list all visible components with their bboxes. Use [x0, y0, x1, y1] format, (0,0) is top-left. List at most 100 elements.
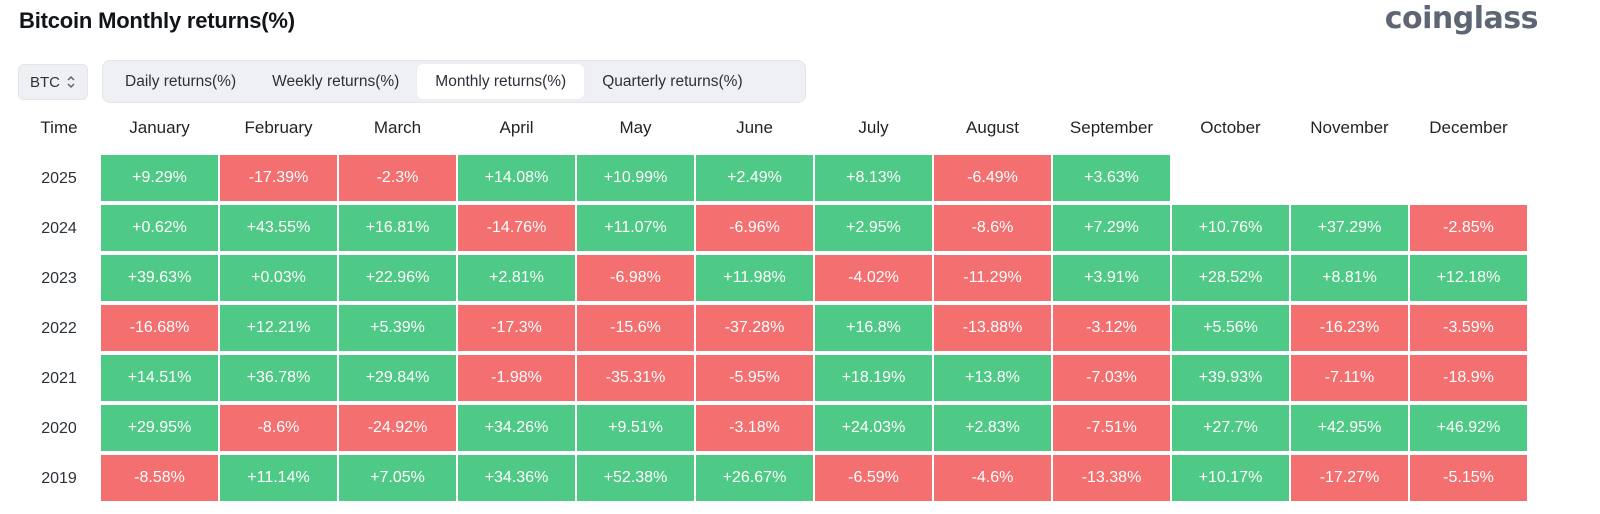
month-header: June [736, 118, 773, 137]
return-cell: +10.17% [1172, 455, 1289, 501]
return-cell: +12.18% [1410, 255, 1527, 301]
return-cell: +13.8% [934, 355, 1051, 401]
year-cell: 2021 [41, 370, 77, 387]
return-cell: -35.31% [577, 355, 694, 401]
month-header: August [966, 118, 1019, 137]
return-cell: -13.88% [934, 305, 1051, 351]
table-header-row: Time January February March April May Ju… [0, 110, 1540, 146]
return-cell: -8.6% [934, 205, 1051, 251]
asset-select[interactable]: BTC [18, 64, 88, 100]
return-cell [1410, 155, 1527, 201]
page-title: Bitcoin Monthly returns(%) [19, 8, 295, 33]
return-cell: -17.39% [220, 155, 337, 201]
return-cell: +26.67% [696, 455, 813, 501]
return-cell: -17.3% [458, 305, 575, 351]
table-row: 2019 -8.58% +11.14% +7.05% +34.36% +52.38% +26… [0, 455, 1540, 503]
return-cell: -5.15% [1410, 455, 1527, 501]
return-cell: -2.3% [339, 155, 456, 201]
return-cell: -3.59% [1410, 305, 1527, 351]
tab-weekly-returns[interactable]: Weekly returns(%) [272, 72, 400, 90]
year-cell: 2019 [41, 470, 77, 487]
return-cell: +7.29% [1053, 205, 1170, 251]
return-cell: -4.02% [815, 255, 932, 301]
return-cell: +2.83% [934, 405, 1051, 451]
month-header: April [499, 118, 534, 137]
return-cell: +39.63% [101, 255, 218, 301]
return-cell: +18.19% [815, 355, 932, 401]
return-cell: -16.23% [1291, 305, 1408, 351]
table-row: 2025 +9.29% -17.39% -2.3% +14.08% +10.99% +2.4… [0, 155, 1540, 203]
return-cell: -7.03% [1053, 355, 1170, 401]
return-cell: +29.84% [339, 355, 456, 401]
return-cell: +11.98% [696, 255, 813, 301]
return-cell: +0.03% [220, 255, 337, 301]
month-header: September [1069, 118, 1154, 137]
return-cell: +8.81% [1291, 255, 1408, 301]
return-cell: +10.99% [577, 155, 694, 201]
chevron-updown-icon [66, 74, 76, 90]
return-cell: +2.95% [815, 205, 932, 251]
year-cell: 2024 [41, 220, 77, 237]
year-cell: 2023 [41, 270, 77, 287]
return-cell: -6.96% [696, 205, 813, 251]
return-cell: +7.05% [339, 455, 456, 501]
return-cell: -1.98% [458, 355, 575, 401]
return-cell: +8.13% [815, 155, 932, 201]
table-row: 2022 -16.68% +12.21% +5.39% -17.3% -15.6% -37.… [0, 305, 1540, 353]
return-cell: +43.55% [220, 205, 337, 251]
tab-quarterly-returns[interactable]: Quarterly returns(%) [602, 72, 743, 90]
return-cell: +5.39% [339, 305, 456, 351]
return-cell: +2.81% [458, 255, 575, 301]
return-cell: +52.38% [577, 455, 694, 501]
table-row: 2021 +14.51% +36.78% +29.84% -1.98% -35.31% -5… [0, 355, 1540, 403]
table-row: 2020 +29.95% -8.6% -24.92% +34.26% +9.51% -3.1… [0, 405, 1540, 453]
return-cell: -8.58% [101, 455, 218, 501]
year-cell: 2025 [41, 170, 77, 187]
return-cell: +22.96% [339, 255, 456, 301]
month-header: January [129, 118, 190, 137]
return-cell: +24.03% [815, 405, 932, 451]
month-header: February [244, 118, 313, 137]
return-cell: +9.51% [577, 405, 694, 451]
return-cell: -13.38% [1053, 455, 1170, 501]
return-cell: -18.9% [1410, 355, 1527, 401]
year-cell: 2020 [41, 420, 77, 437]
return-cell: +5.56% [1172, 305, 1289, 351]
return-cell: -17.27% [1291, 455, 1408, 501]
month-header: December [1429, 118, 1508, 137]
coinglass-logo: coinglass [1384, 1, 1539, 36]
return-cell: -16.68% [101, 305, 218, 351]
return-cell: +0.62% [101, 205, 218, 251]
table-row: 2023 +39.63% +0.03% +22.96% +2.81% -6.98% +11.… [0, 255, 1540, 303]
asset-select-value: BTC [30, 73, 60, 91]
return-cell: +14.51% [101, 355, 218, 401]
return-cell: -7.51% [1053, 405, 1170, 451]
return-cell: -7.11% [1291, 355, 1408, 401]
return-cell: -6.98% [577, 255, 694, 301]
tab-daily-returns[interactable]: Daily returns(%) [125, 72, 237, 90]
month-header: November [1310, 118, 1389, 137]
tab-monthly-returns[interactable]: Monthly returns(%) [417, 64, 585, 99]
table-row: 2024 +0.62% +43.55% +16.81% -14.76% +11.07% -6… [0, 205, 1540, 253]
time-column-header: Time [40, 118, 78, 137]
return-cell: -4.6% [934, 455, 1051, 501]
return-cell: +10.76% [1172, 205, 1289, 251]
return-cell: -37.28% [696, 305, 813, 351]
return-cell: +27.7% [1172, 405, 1289, 451]
return-cell: -3.12% [1053, 305, 1170, 351]
return-cell: -15.6% [577, 305, 694, 351]
month-header: May [619, 118, 652, 137]
return-cell: +2.49% [696, 155, 813, 201]
year-cell: 2022 [41, 320, 77, 337]
return-cell: -3.18% [696, 405, 813, 451]
return-cell: -2.85% [1410, 205, 1527, 251]
return-cell: +37.29% [1291, 205, 1408, 251]
return-cell: +11.07% [577, 205, 694, 251]
return-cell: +14.08% [458, 155, 575, 201]
return-cell: -6.49% [934, 155, 1051, 201]
return-cell: +34.26% [458, 405, 575, 451]
return-cell: -14.76% [458, 205, 575, 251]
return-cell: +36.78% [220, 355, 337, 401]
return-cell: +28.52% [1172, 255, 1289, 301]
return-cell: +12.21% [220, 305, 337, 351]
